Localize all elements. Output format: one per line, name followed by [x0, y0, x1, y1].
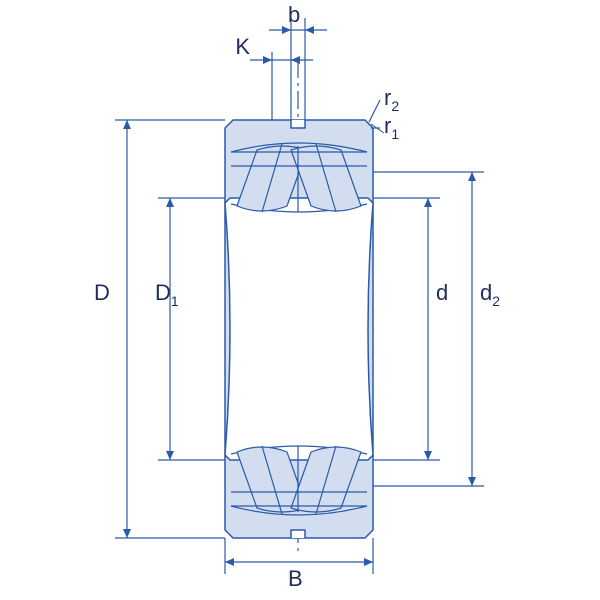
label-d2: d2: [480, 280, 500, 309]
label-b: b: [288, 2, 300, 27]
label-r1: r1: [384, 113, 399, 142]
label-D: D: [94, 280, 110, 305]
bearing-cross-section: [225, 18, 373, 552]
label-K: K: [235, 34, 250, 59]
label-r2: r2: [384, 85, 399, 114]
label-D1: D1: [155, 280, 179, 309]
label-B: B: [288, 566, 303, 591]
label-d: d: [436, 280, 448, 305]
